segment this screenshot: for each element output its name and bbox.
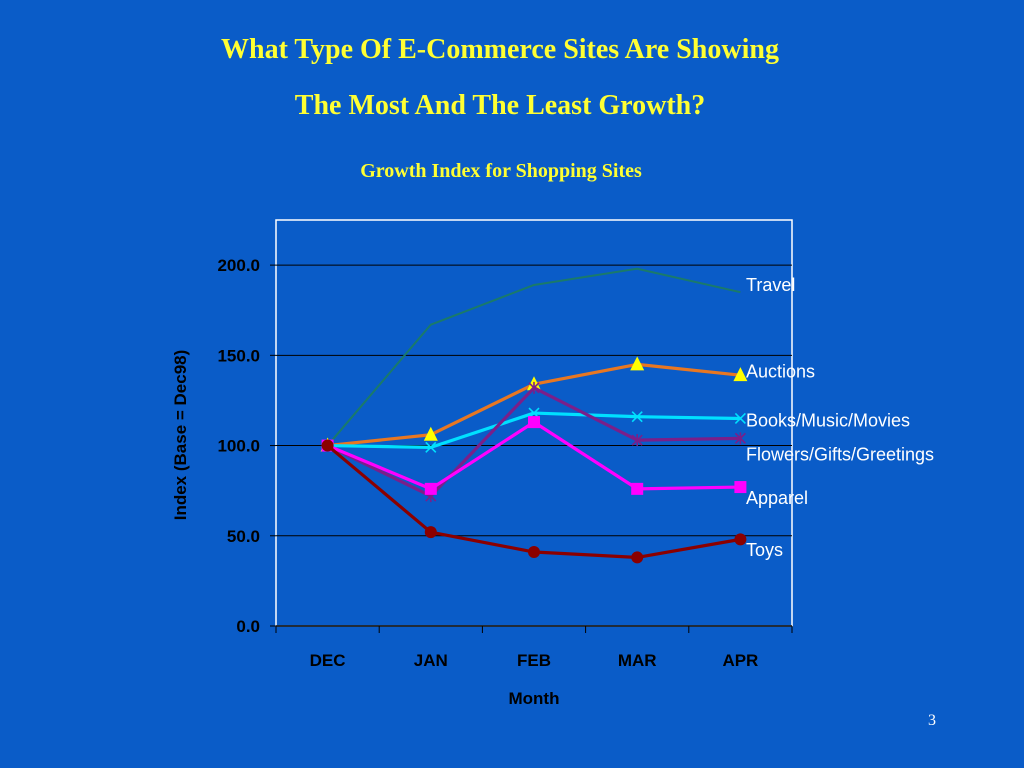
y-tick-label: 150.0	[217, 346, 260, 365]
x-axis-title: Month	[509, 689, 560, 708]
x-tick-label: JAN	[414, 651, 448, 670]
data-point-flowers-gifts-greetings	[528, 381, 540, 394]
data-point-toys	[631, 551, 644, 564]
series-label-auctions: Auctions	[746, 362, 815, 382]
data-point-flowers-gifts-greetings	[631, 434, 643, 447]
data-point-books-music-movies	[734, 412, 746, 425]
data-point-apparel	[424, 482, 437, 495]
series-line-flowers-gifts-greetings	[326, 386, 741, 498]
data-point-auctions	[630, 356, 645, 371]
series-line-toys	[326, 444, 741, 560]
series-line-travel	[326, 267, 741, 447]
y-tick-label: 0.0	[236, 617, 260, 636]
data-point-apparel	[631, 482, 644, 495]
x-tick-label: MAR	[618, 651, 657, 670]
series-label-travel: Travel	[746, 275, 795, 295]
series-label-flowers-gifts-greetings: Flowers/Gifts/Greetings	[746, 445, 934, 465]
series-label-toys: Toys	[746, 540, 783, 560]
slide-title-line-1: What Type Of E-Commerce Sites Are Showin…	[221, 34, 779, 65]
y-axis-title: Index (Base = Dec98)	[171, 350, 190, 521]
y-tick-label: 50.0	[227, 527, 260, 546]
y-tick-label: 100.0	[217, 437, 260, 456]
series-apparel: Apparel	[321, 416, 808, 508]
series-toys: Toys	[321, 439, 783, 564]
slide-title-line-2: The Most And The Least Growth?	[294, 90, 706, 121]
series-label-books-music-movies: Books/Music/Movies	[746, 410, 910, 430]
data-point-toys	[528, 546, 540, 559]
x-tick-label: FEB	[517, 651, 551, 670]
x-tick-label: APR	[722, 651, 758, 670]
data-point-books-music-movies	[425, 441, 437, 453]
series-line-apparel	[326, 420, 741, 491]
x-tick-label: DEC	[310, 651, 346, 670]
data-point-toys	[321, 439, 334, 452]
data-point-apparel	[734, 481, 747, 494]
data-point-auctions	[423, 426, 438, 441]
page-number: 3	[928, 712, 936, 729]
data-point-apparel	[528, 416, 540, 429]
series-label-apparel: Apparel	[746, 488, 808, 508]
data-point-flowers-gifts-greetings	[734, 432, 746, 445]
chart-title: Growth Index for Shopping Sites	[360, 160, 642, 182]
data-point-toys	[734, 533, 747, 546]
data-point-toys	[424, 526, 437, 539]
data-point-books-music-movies	[631, 411, 643, 423]
series-flowers-gifts-greetings: Flowers/Gifts/Greetings	[322, 381, 934, 503]
series-travel: Travel	[326, 267, 795, 447]
data-point-auctions	[733, 367, 748, 382]
y-tick-label: 200.0	[217, 256, 260, 275]
